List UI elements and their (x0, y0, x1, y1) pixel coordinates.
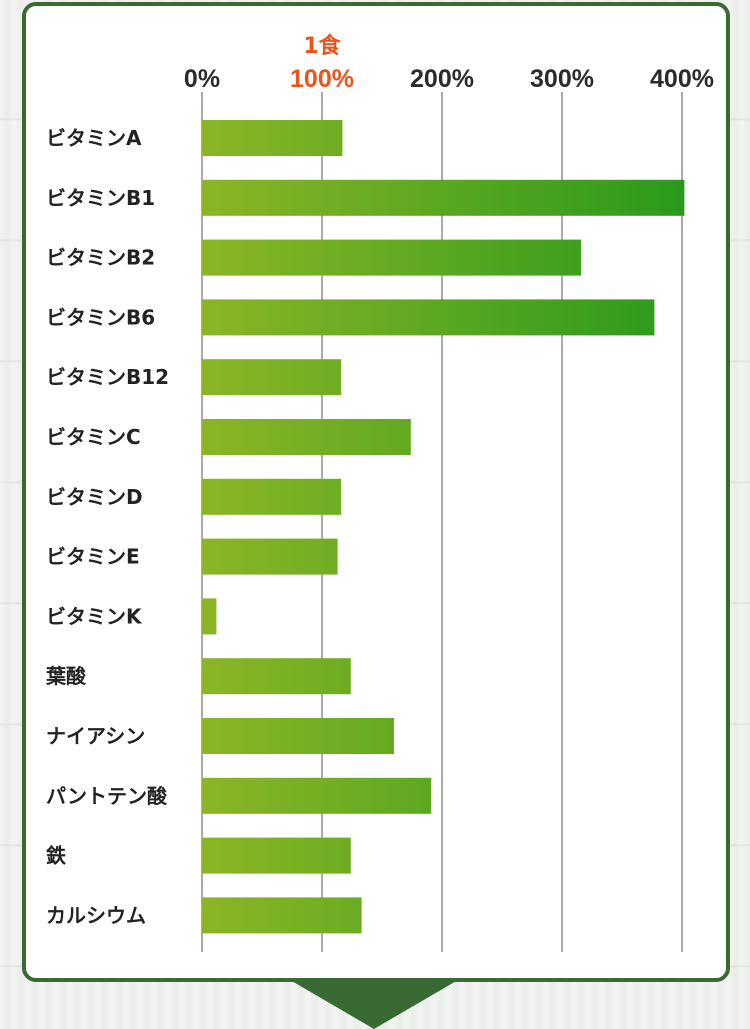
category-label-5: ビタミンC (46, 425, 141, 449)
bar-1 (202, 179, 685, 216)
bar-4 (202, 359, 342, 396)
bar-12 (202, 837, 351, 874)
x-tick-label-0: 0% (184, 65, 220, 93)
bar-8 (202, 598, 217, 635)
bar-13 (202, 897, 362, 934)
x-tick-label-400: 400% (650, 65, 714, 93)
bar-11 (202, 777, 432, 814)
x-tick-label-300: 300% (530, 65, 594, 93)
category-label-10: ナイアシン (46, 724, 145, 748)
bar-3 (202, 299, 655, 336)
bar-7 (202, 538, 338, 575)
category-label-1: ビタミンB1 (46, 186, 155, 210)
bar-2 (202, 239, 582, 276)
bar-0 (202, 120, 343, 156)
category-label-6: ビタミンD (46, 485, 143, 509)
bar-10 (202, 718, 394, 754)
category-label-13: カルシウム (46, 903, 146, 927)
chart-panel (22, 2, 730, 982)
one-meal-note: 1食 (303, 33, 341, 59)
x-tick-label-100: 100% (290, 65, 354, 93)
x-tick-label-200: 200% (410, 65, 474, 93)
bar-9 (202, 658, 351, 695)
category-label-8: ビタミンK (46, 604, 143, 628)
category-label-0: ビタミンA (46, 126, 142, 150)
category-label-12: 鉄 (46, 844, 66, 868)
down-arrow-pointer (290, 980, 458, 1029)
category-label-2: ビタミンB2 (46, 246, 155, 270)
category-label-11: パントテン酸 (46, 784, 168, 808)
category-label-4: ビタミンB12 (46, 365, 169, 389)
category-label-9: 葉酸 (45, 664, 87, 688)
bar-6 (202, 478, 342, 515)
category-label-3: ビタミンB6 (46, 305, 155, 329)
bar-5 (202, 419, 411, 455)
category-label-7: ビタミンE (46, 545, 140, 569)
